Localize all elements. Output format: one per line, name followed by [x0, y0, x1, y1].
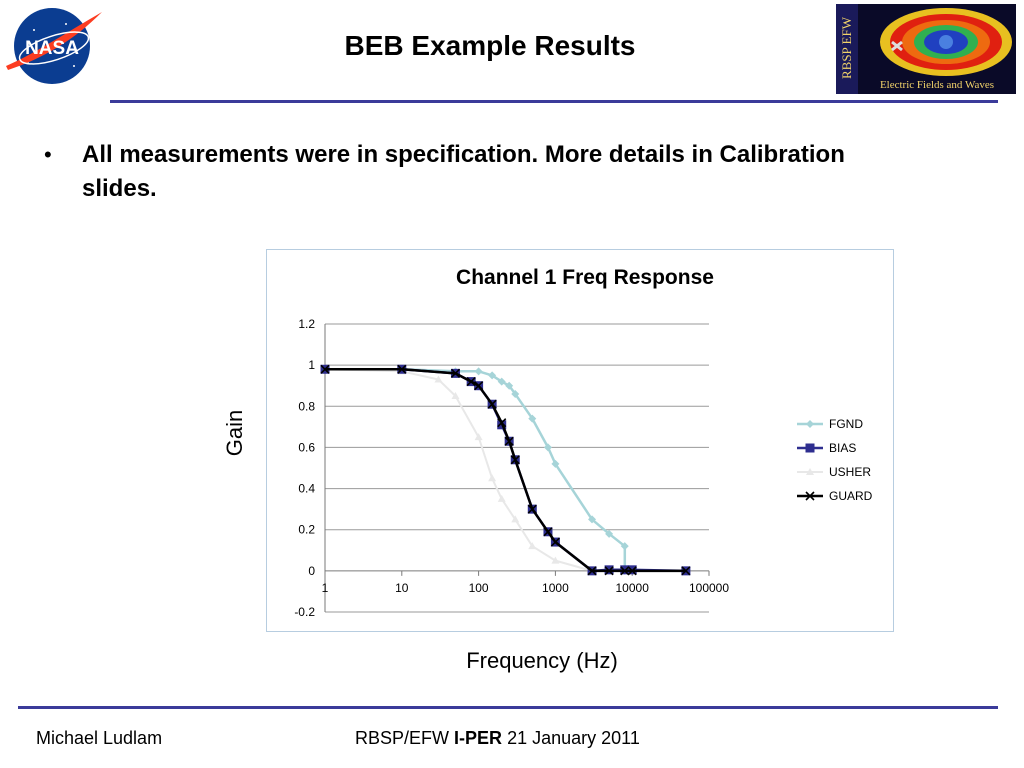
data-point-usher [488, 474, 497, 482]
data-point-fgnd [588, 515, 597, 524]
frequency-response-chart: Channel 1 Freq Response -0.2 0 0.2 0.4 0.6 0.8… [294, 266, 873, 619]
header-rule [110, 100, 998, 103]
x-tick-label: 1 [322, 581, 329, 595]
data-point-fgnd [620, 542, 629, 551]
data-point-usher [528, 542, 537, 550]
footer-date: 21 January 2011 [507, 728, 640, 748]
data-point-guard [320, 364, 330, 374]
footer-project: RBSP/EFW I-PER 21 January 2011 [355, 728, 640, 749]
legend-marker-bias [805, 443, 815, 453]
footer-project-bold: I-PER [454, 728, 503, 748]
x-tick-label: 10000 [616, 581, 650, 595]
data-point-usher [474, 433, 483, 441]
data-point-guard [550, 537, 560, 547]
y-tick-label: 0.6 [298, 440, 315, 454]
x-tick-label: 10 [395, 581, 409, 595]
data-point-fgnd [543, 443, 552, 452]
data-point-guard [604, 566, 614, 576]
series-line-fgnd [325, 368, 627, 571]
data-point-guard [497, 418, 507, 428]
data-point-fgnd [605, 529, 614, 538]
data-point-usher [551, 556, 560, 564]
footer-author: Michael Ludlam [36, 728, 163, 748]
data-point-guard [543, 527, 553, 537]
data-point-fgnd [511, 389, 520, 398]
data-point-guard [620, 566, 630, 576]
legend-label-usher: USHER [829, 465, 871, 479]
rbsp-efw-logo: RBSP EFW Electric Fields and Waves [836, 4, 1016, 94]
data-point-fgnd [528, 414, 537, 423]
series-line-bias [325, 368, 686, 573]
legend-label-guard: GUARD [829, 489, 873, 503]
nasa-logo-text: NASA [25, 38, 79, 59]
bullet-dot: • [44, 142, 52, 167]
y-tick-label: 1 [308, 358, 315, 372]
efw-logo-caption: Electric Fields and Waves [879, 79, 995, 91]
data-point-guard [681, 566, 691, 576]
data-point-fgnd [497, 377, 506, 386]
footer-rule [18, 706, 998, 709]
data-point-guard [587, 566, 597, 576]
data-point-guard [527, 504, 537, 514]
x-tick-label: 1000 [542, 581, 569, 595]
data-point-guard [510, 455, 520, 465]
legend-marker-usher [806, 468, 814, 475]
data-point-guard [450, 368, 461, 378]
data-point-usher [511, 515, 520, 523]
slide-title: BEB Example Results [344, 30, 636, 61]
x-axis-title: Frequency (Hz) [466, 648, 618, 673]
data-point-fgnd [488, 371, 497, 380]
efw-logo-vertical-text: RBSP EFW [839, 17, 854, 80]
y-tick-label: -0.2 [294, 605, 315, 619]
footer-project-prefix: RBSP/EFW [355, 728, 450, 748]
data-point-usher [497, 494, 506, 502]
data-point-fgnd [551, 459, 560, 468]
bullet-item: • All measurements were in specification… [44, 138, 864, 206]
data-point-fgnd [474, 367, 483, 376]
legend-label-fgnd: FGND [829, 417, 863, 431]
y-tick-label: 0.4 [298, 482, 315, 496]
data-point-guard [487, 399, 497, 409]
y-tick-label: 0.2 [298, 523, 315, 537]
y-tick-label: 1.2 [298, 317, 315, 331]
x-tick-label: 100 [469, 581, 489, 595]
data-point-guard [397, 364, 407, 374]
data-point-guard [627, 566, 637, 576]
data-point-usher [434, 375, 443, 383]
x-tick-label: 100000 [689, 581, 729, 595]
legend-marker-fgnd [806, 420, 814, 428]
y-tick-label: 0 [308, 564, 315, 578]
data-point-guard [466, 377, 476, 387]
series-line-guard [325, 368, 686, 573]
legend-marker-guard [805, 491, 815, 501]
nasa-logo: NASA [6, 8, 102, 84]
data-point-guard [504, 436, 514, 446]
data-point-fgnd [505, 381, 514, 390]
chart-frame: Channel 1 Freq Response -0.2 0 0.2 0.4 0.6 0.8… [266, 249, 894, 632]
y-axis-title: Gain [222, 409, 247, 457]
y-tick-label: 0.8 [298, 399, 315, 413]
chart-title: Channel 1 Freq Response [456, 266, 714, 289]
legend-label-bias: BIAS [829, 441, 856, 455]
bullet-text: All measurements were in specification. … [82, 141, 845, 202]
radiation-belt-graphic [880, 8, 1012, 76]
data-point-usher [451, 392, 460, 399]
data-point-guard [474, 381, 484, 391]
